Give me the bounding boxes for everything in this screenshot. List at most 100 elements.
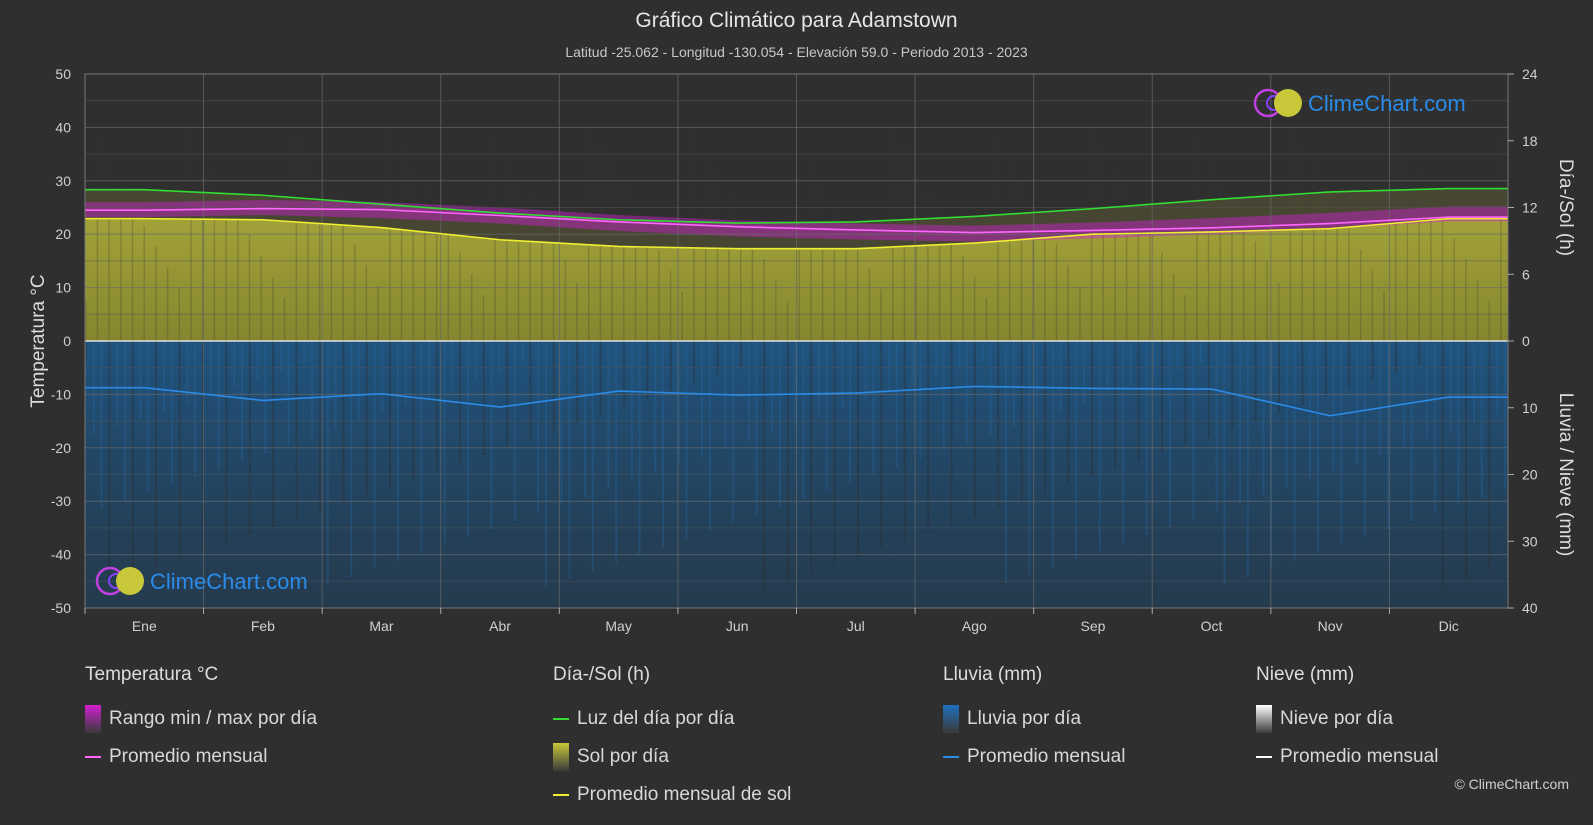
legend-group-title: Día-/Sol (h): [553, 664, 651, 685]
sunshine-daily-bar: [962, 256, 964, 341]
sunshine-daily-bar: [400, 148, 403, 341]
rain-daily-bar: [1036, 341, 1039, 419]
legend-label: Promedio mensual: [109, 746, 268, 767]
sunshine-daily-bar: [1453, 238, 1455, 341]
right-tick-label: 6: [1522, 266, 1530, 282]
rain-daily-bar: [240, 341, 243, 461]
rain-daily-bar: [326, 341, 329, 585]
sunshine-daily-bar: [856, 247, 859, 341]
sunshine-daily-bar: [763, 259, 765, 341]
rain-daily-bar: [1129, 341, 1132, 387]
legend-label: Sol por día: [577, 746, 669, 767]
rain-daily-bar: [552, 341, 555, 431]
legend-group-title: Temperatura °C: [85, 664, 219, 685]
legend-swatch: [1256, 705, 1272, 733]
sunshine-daily-bar: [868, 268, 871, 341]
legend-swatch: [943, 756, 959, 758]
rain-daily-bar: [225, 341, 228, 543]
rain-daily-bar: [467, 341, 470, 537]
rain-daily-bar: [1075, 341, 1078, 559]
sunshine-daily-bar: [1219, 178, 1222, 341]
rain-daily-bar: [1348, 341, 1351, 389]
rain-daily-bar: [334, 341, 337, 429]
chart-subtitle: Latitud -25.062 - Longitud -130.054 - El…: [565, 44, 1028, 60]
rain-daily-bar: [817, 341, 820, 417]
rain-daily-bar: [903, 341, 906, 541]
rain-daily-bar: [1379, 341, 1382, 455]
sunshine-daily-bar: [272, 277, 274, 341]
right-axis-ticks-mm: 10 20 30 40: [1508, 400, 1538, 616]
sunshine-daily-bar: [1149, 232, 1151, 341]
sunshine-daily-bar: [1254, 241, 1257, 341]
left-tick-label: 20: [55, 226, 71, 242]
rain-daily-bar: [981, 341, 984, 361]
rain-daily-bar: [1223, 341, 1226, 585]
rain-daily-bar: [942, 341, 945, 451]
sunshine-daily-bar: [1394, 133, 1397, 341]
rain-daily-bar: [1363, 341, 1366, 537]
rain-daily-bar: [856, 341, 859, 557]
sunshine-daily-bar: [237, 214, 239, 341]
rain-daily-bar: [513, 341, 516, 521]
sunshine-daily-bar: [1406, 154, 1409, 341]
rain-daily-bar: [1067, 341, 1070, 485]
rain-daily-bar: [623, 341, 626, 407]
rain-daily-bar: [1277, 341, 1280, 413]
right-tick-label: 10: [1522, 400, 1538, 416]
legend-swatch: [553, 718, 569, 720]
rain-daily-bar: [521, 341, 524, 365]
logo-sun-icon: [116, 567, 144, 595]
rain-daily-bar: [1293, 341, 1296, 561]
legend-label: Luz del día por día: [577, 708, 735, 729]
sunshine-daily-bar: [1500, 142, 1502, 341]
rain-daily-bar: [186, 341, 189, 403]
month-label: Oct: [1201, 618, 1223, 634]
rain-daily-bar: [1005, 341, 1008, 583]
rain-daily-bar: [1176, 341, 1179, 371]
sunshine-average-line: [85, 217, 1508, 250]
rain-daily-bar: [1332, 341, 1335, 471]
legend-swatch: [553, 794, 569, 796]
rain-daily-bar: [950, 341, 953, 525]
rain-daily-bar: [498, 341, 501, 373]
rain-daily-bar: [1449, 341, 1452, 431]
rain-daily-bar: [303, 341, 306, 363]
sunshine-daily-bar: [178, 289, 181, 341]
rain-daily-bar: [864, 341, 867, 401]
month-label: Ago: [962, 618, 987, 634]
sunshine-daily-bar: [833, 205, 836, 341]
temperature-average-line: [85, 207, 1508, 234]
sunshine-daily-bar: [377, 286, 379, 341]
rain-daily-bar: [131, 341, 134, 575]
legend-group-title: Lluvia (mm): [943, 664, 1043, 685]
sunshine-daily-bar: [1172, 274, 1175, 341]
rain-daily-bar: [474, 341, 477, 381]
rain-daily-bar: [545, 341, 548, 587]
right-tick-label: 20: [1522, 467, 1538, 483]
rain-daily-bar: [233, 341, 236, 387]
sunshine-daily-bar: [1102, 148, 1105, 341]
rain-daily-bar: [482, 341, 485, 455]
rain-daily-bar: [560, 341, 563, 505]
legend-group: Lluvia (mm) Lluvia por día Promedio mensua…: [943, 664, 1125, 776]
rain-daily-bar: [490, 341, 493, 529]
sunshine-daily-bar: [611, 166, 613, 341]
rain-daily-bar: [1262, 341, 1265, 495]
legend-item: Nieve por día: [1256, 700, 1438, 738]
logo-sun-icon: [1274, 89, 1302, 117]
sunshine-daily-bar: [739, 217, 742, 341]
rain-daily-bar: [428, 341, 431, 397]
rain-daily-bar: [911, 341, 914, 385]
rain-daily-bar: [139, 341, 142, 419]
rain-daily-bar: [162, 341, 165, 411]
rain-daily-bar: [927, 341, 930, 533]
rain-daily-bar: [1504, 341, 1507, 489]
rain-daily-bar: [147, 341, 150, 493]
watermark-bottom: ClimeChart.com: [95, 566, 308, 596]
rain-daily-bar: [693, 341, 696, 383]
right-tick-label: 24: [1522, 66, 1538, 82]
sunshine-daily-bar: [576, 283, 578, 341]
legend-group: Día-/Sol (h) Luz del día por día Sol por d…: [553, 664, 791, 814]
rain-daily-bar: [934, 341, 937, 377]
legend-swatch: [85, 705, 101, 733]
